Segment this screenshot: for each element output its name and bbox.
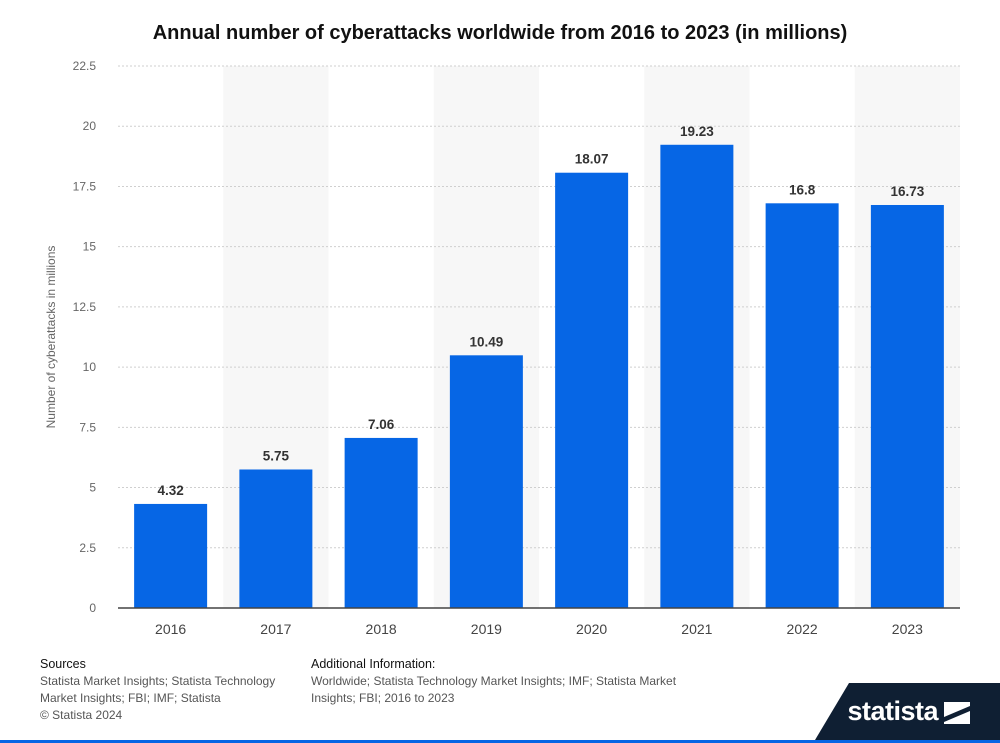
value-label-2021: 19.23: [680, 124, 714, 139]
y-tick-label: 5: [89, 481, 96, 495]
sources-line-2: Market Insights; FBI; IMF; Statista: [40, 691, 221, 705]
sources-line-1: Statista Market Insights; Statista Techn…: [40, 674, 276, 688]
copyright: © Statista 2024: [40, 708, 123, 722]
statista-logo-icon: [944, 702, 970, 724]
x-tick-label-2016: 2016: [155, 621, 186, 637]
bar-2018: [344, 437, 418, 608]
value-label-2018: 7.06: [368, 417, 395, 432]
bars: [134, 144, 944, 608]
additional-info-block: Additional Information: Worldwide; Stati…: [311, 656, 676, 707]
y-tick-label: 7.5: [79, 420, 96, 434]
x-tick-label-2022: 2022: [787, 621, 818, 637]
x-tick-label-2019: 2019: [471, 621, 502, 637]
additional-info-heading: Additional Information:: [311, 657, 436, 671]
sources-block: Sources Statista Market Insights; Statis…: [40, 656, 275, 724]
x-tick-label-2021: 2021: [681, 621, 712, 637]
bar-2020: [555, 172, 629, 608]
bottom-accent-line: [0, 740, 1000, 743]
additional-info-line-1: Worldwide; Statista Technology Market In…: [311, 674, 677, 688]
y-tick-label: 10: [83, 360, 97, 374]
y-tick-label: 12.5: [73, 300, 97, 314]
bar-chart: 0 2.5 5 7.5 10 12.5 15 17.5 20 22.5 Number of cyb…: [44, 59, 960, 637]
bar-2017: [239, 469, 313, 608]
brand-name[interactable]: statista: [847, 696, 938, 726]
chart-title: Annual number of cyberattacks worldwide …: [152, 22, 848, 44]
x-tick-label-2023: 2023: [892, 621, 923, 637]
value-label-2020: 18.07: [575, 152, 609, 167]
value-label-2017: 5.75: [263, 448, 290, 463]
y-tick-label: 2.5: [79, 541, 96, 555]
value-label-2019: 10.49: [469, 334, 503, 349]
bar-2016: [134, 503, 208, 608]
value-label-2022: 16.8: [789, 182, 816, 197]
bar-2023: [870, 204, 944, 608]
bar-2019: [449, 355, 523, 608]
bar-2022: [765, 203, 839, 608]
value-labels: 4.32 5.75 7.06 10.49 18.07 19.23 16.8 16.73: [157, 124, 924, 498]
y-tick-label: 20: [83, 119, 97, 133]
y-tick-label: 17.5: [73, 179, 97, 193]
y-tick-label: 22.5: [73, 59, 97, 73]
y-axis-label: Number of cyberattacks in millions: [44, 246, 58, 429]
y-axis-ticks: 0 2.5 5 7.5 10 12.5 15 17.5 20 22.5: [73, 59, 97, 615]
x-axis-ticks: 2016 2017 2018 2019 2020 2021 2022 2023: [155, 621, 923, 637]
y-tick-label: 0: [89, 601, 96, 615]
y-tick-label: 15: [83, 240, 97, 254]
x-tick-label-2017: 2017: [260, 621, 291, 637]
x-tick-label-2020: 2020: [576, 621, 607, 637]
bar-2021: [660, 144, 734, 608]
sources-heading: Sources: [40, 657, 86, 671]
value-label-2023: 16.73: [890, 184, 924, 199]
x-tick-label-2018: 2018: [366, 621, 397, 637]
value-label-2016: 4.32: [157, 483, 183, 498]
additional-info-line-2: Insights; FBI; 2016 to 2023: [311, 691, 455, 705]
